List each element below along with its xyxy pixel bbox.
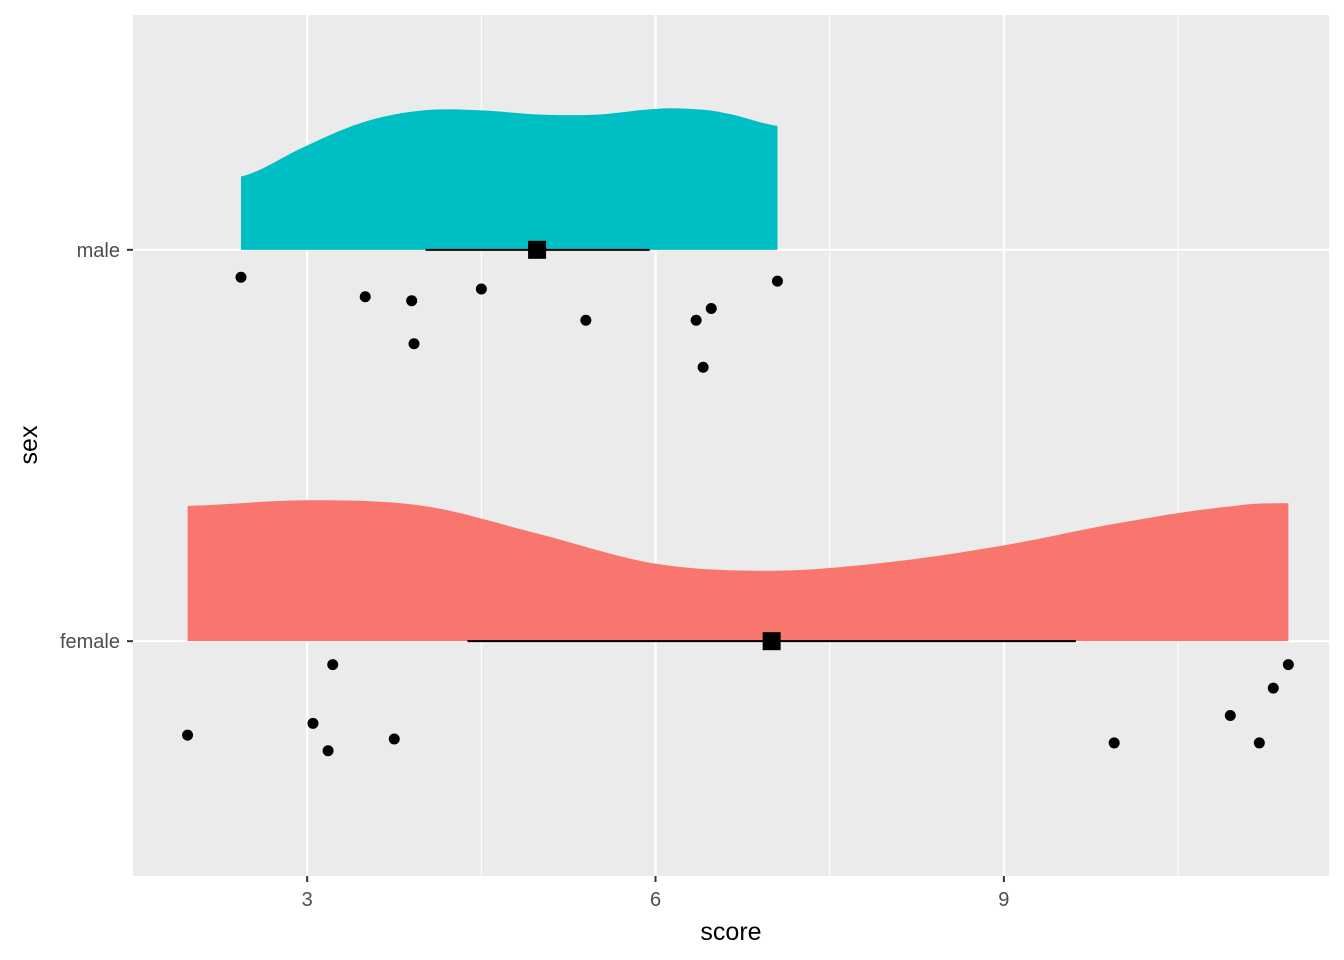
data-point-male bbox=[359, 291, 371, 303]
data-point-male bbox=[771, 275, 783, 287]
data-point-female bbox=[388, 733, 400, 745]
data-point-female bbox=[1108, 737, 1120, 749]
data-point-female bbox=[1267, 682, 1279, 694]
density-cloud-male bbox=[240, 108, 778, 250]
data-point-female bbox=[1224, 710, 1236, 722]
x-tick-label: 9 bbox=[998, 889, 1009, 911]
density-cloud-female bbox=[187, 500, 1289, 642]
mean-marker-female bbox=[762, 632, 781, 651]
y-axis-title: sex bbox=[15, 425, 43, 464]
data-point-female bbox=[307, 717, 319, 729]
density-clouds bbox=[187, 108, 1289, 642]
data-point-male bbox=[408, 338, 420, 350]
jittered-points bbox=[182, 271, 1294, 757]
data-point-male bbox=[475, 283, 487, 295]
mean-marker-male bbox=[528, 240, 547, 259]
data-point-male bbox=[697, 361, 709, 373]
data-point-male bbox=[705, 303, 717, 315]
x-tick-label: 6 bbox=[650, 889, 661, 911]
data-point-male bbox=[690, 314, 702, 326]
data-point-male bbox=[406, 295, 418, 307]
axes: 3 6 9 female male bbox=[60, 240, 1009, 911]
data-point-female bbox=[327, 659, 339, 671]
y-tick-label: female bbox=[60, 631, 120, 653]
data-point-female bbox=[322, 745, 334, 757]
y-tick-label: male bbox=[77, 240, 120, 262]
x-axis-title: score bbox=[700, 918, 761, 946]
x-tick-label: 3 bbox=[302, 889, 313, 911]
data-point-female bbox=[182, 729, 194, 741]
data-point-female bbox=[1282, 659, 1294, 671]
data-point-female bbox=[1253, 737, 1265, 749]
data-point-male bbox=[580, 314, 592, 326]
mean-intervals bbox=[425, 240, 1076, 651]
data-point-male bbox=[235, 271, 247, 283]
